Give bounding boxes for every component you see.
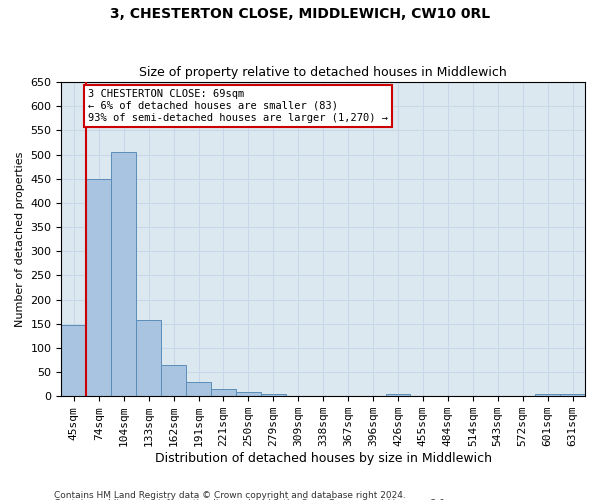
Bar [61, 324, 86, 396]
Bar [86, 178, 111, 396]
Bar [161, 365, 186, 396]
Bar [261, 394, 286, 396]
Y-axis label: Number of detached properties: Number of detached properties [15, 152, 25, 327]
Title: Size of property relative to detached houses in Middlewich: Size of property relative to detached ho… [139, 66, 507, 80]
Text: 3, CHESTERTON CLOSE, MIDDLEWICH, CW10 0RL: 3, CHESTERTON CLOSE, MIDDLEWICH, CW10 0R… [110, 8, 490, 22]
Bar [236, 392, 261, 396]
Text: 3 CHESTERTON CLOSE: 69sqm
← 6% of detached houses are smaller (83)
93% of semi-d: 3 CHESTERTON CLOSE: 69sqm ← 6% of detach… [88, 90, 388, 122]
Bar [211, 390, 236, 396]
Bar [186, 382, 211, 396]
Bar [535, 394, 560, 396]
Text: Contains HM Land Registry data © Crown copyright and database right 2024.: Contains HM Land Registry data © Crown c… [54, 490, 406, 500]
Bar [111, 152, 136, 396]
Bar [560, 394, 585, 396]
Bar [136, 320, 161, 396]
Bar [386, 394, 410, 396]
Text: Contains public sector information licensed under the Open Government Licence v3: Contains public sector information licen… [54, 499, 448, 500]
X-axis label: Distribution of detached houses by size in Middlewich: Distribution of detached houses by size … [155, 452, 492, 465]
